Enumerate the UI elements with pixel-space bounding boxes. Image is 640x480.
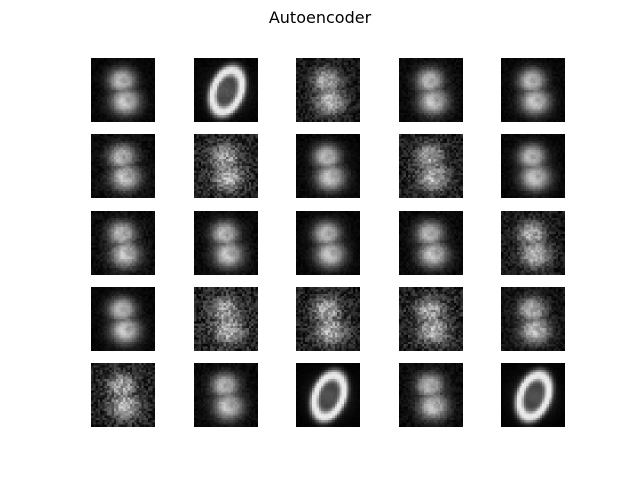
- reconstruction-image: [194, 363, 258, 427]
- reconstruction-tile-4-2: [194, 287, 258, 351]
- reconstruction-image: [501, 211, 565, 275]
- reconstruction-image: [501, 287, 565, 351]
- reconstruction-image: [296, 211, 360, 275]
- reconstruction-image: [501, 58, 565, 122]
- reconstruction-tile-4-3: [296, 287, 360, 351]
- reconstruction-tile-5-4: [399, 363, 463, 427]
- reconstruction-tile-1-2: [194, 58, 258, 122]
- reconstruction-image: [194, 134, 258, 198]
- reconstruction-tile-3-1: [91, 211, 155, 275]
- figure-title: Autoencoder: [268, 8, 372, 27]
- reconstruction-image: [194, 287, 258, 351]
- reconstruction-image: [501, 134, 565, 198]
- reconstruction-image: [194, 58, 258, 122]
- reconstruction-image: [296, 134, 360, 198]
- reconstruction-tile-2-3: [296, 134, 360, 198]
- reconstruction-tile-1-4: [399, 58, 463, 122]
- reconstruction-tile-3-2: [194, 211, 258, 275]
- reconstruction-tile-5-2: [194, 363, 258, 427]
- reconstruction-image: [91, 211, 155, 275]
- reconstruction-tile-2-2: [194, 134, 258, 198]
- reconstruction-tile-3-3: [296, 211, 360, 275]
- reconstruction-tile-1-3: [296, 58, 360, 122]
- reconstruction-image: [91, 287, 155, 351]
- reconstruction-tile-5-5: [501, 363, 565, 427]
- reconstruction-tile-2-1: [91, 134, 155, 198]
- reconstruction-tile-2-5: [501, 134, 565, 198]
- reconstruction-image: [399, 58, 463, 122]
- reconstruction-tile-4-1: [91, 287, 155, 351]
- reconstruction-tile-3-5: [501, 211, 565, 275]
- reconstruction-tile-1-5: [501, 58, 565, 122]
- reconstruction-tile-4-4: [399, 287, 463, 351]
- reconstruction-image: [399, 134, 463, 198]
- reconstruction-image: [296, 58, 360, 122]
- reconstruction-image: [194, 211, 258, 275]
- reconstruction-image: [296, 363, 360, 427]
- reconstruction-image: [399, 287, 463, 351]
- reconstruction-tile-5-3: [296, 363, 360, 427]
- reconstruction-image: [501, 363, 565, 427]
- reconstruction-tile-4-5: [501, 287, 565, 351]
- reconstruction-image: [91, 363, 155, 427]
- reconstruction-image: [399, 363, 463, 427]
- reconstruction-tile-3-4: [399, 211, 463, 275]
- reconstruction-image: [399, 211, 463, 275]
- reconstruction-tile-2-4: [399, 134, 463, 198]
- reconstruction-image: [296, 287, 360, 351]
- reconstruction-image: [91, 134, 155, 198]
- reconstruction-image: [91, 58, 155, 122]
- reconstruction-tile-5-1: [91, 363, 155, 427]
- reconstruction-tile-1-1: [91, 58, 155, 122]
